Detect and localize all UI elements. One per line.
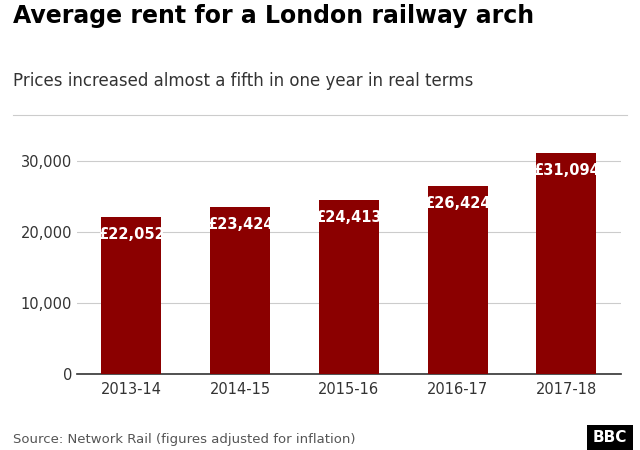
Bar bbox=[101, 217, 161, 374]
Text: £22,052: £22,052 bbox=[98, 227, 164, 242]
Text: £24,413: £24,413 bbox=[316, 210, 382, 225]
Bar bbox=[210, 207, 270, 374]
Text: £26,424: £26,424 bbox=[424, 196, 491, 211]
Text: Prices increased almost a fifth in one year in real terms: Prices increased almost a fifth in one y… bbox=[13, 72, 473, 90]
Text: Average rent for a London railway arch: Average rent for a London railway arch bbox=[13, 4, 534, 28]
Text: £31,094: £31,094 bbox=[533, 163, 600, 178]
Bar bbox=[319, 200, 379, 374]
Text: £23,424: £23,424 bbox=[207, 217, 273, 232]
Bar bbox=[428, 186, 488, 374]
Text: BBC: BBC bbox=[593, 431, 627, 446]
Text: Source: Network Rail (figures adjusted for inflation): Source: Network Rail (figures adjusted f… bbox=[13, 432, 355, 446]
Bar bbox=[536, 153, 596, 374]
